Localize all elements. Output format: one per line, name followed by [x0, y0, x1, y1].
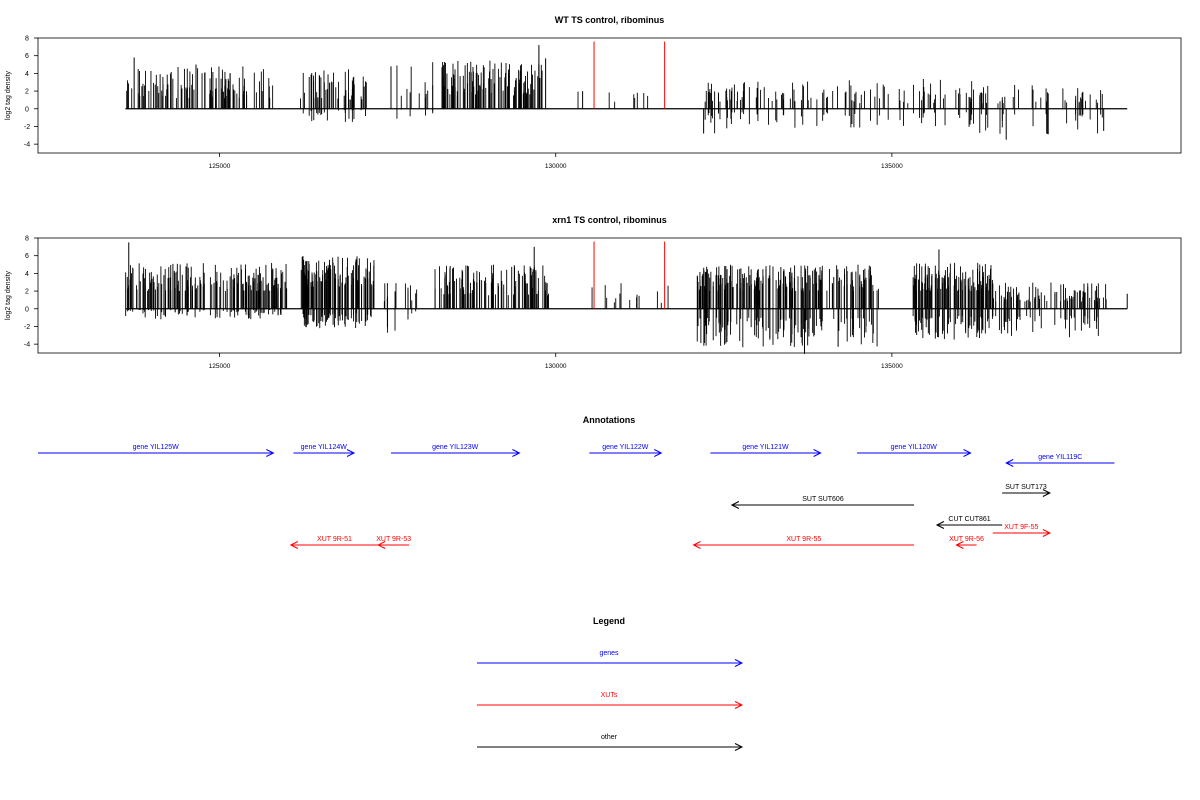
annotation-arrow-head [935, 521, 945, 529]
annotation-label: SUT SUT606 [802, 496, 844, 503]
annotation-arrow-head [346, 449, 356, 457]
annotation-arrow-head [963, 449, 972, 457]
annotation-label: gene YIL124W [301, 444, 348, 451]
y-tick-label: 2 [25, 289, 29, 296]
annotation-arrow-head [813, 449, 822, 457]
annotation-label: gene YIL123W [432, 444, 479, 451]
annotation-arrow-head [289, 541, 299, 549]
wt-density-panel: WT TS control, ribominus log2 tag density… [5, 15, 1182, 170]
plot-frame [37, 37, 1182, 154]
annotation-arrow-head [692, 541, 701, 549]
x-tick-label: 130000 [545, 163, 567, 170]
annotation-label: CUT CUT861 [948, 516, 990, 523]
y-tick-label: 0 [25, 106, 29, 113]
y-tick-label: 6 [25, 53, 29, 60]
annotation-arrow-head [1005, 459, 1014, 467]
x-tick-label: 130000 [545, 363, 567, 370]
annotation-arrow-head [955, 541, 964, 549]
annotations-panel: Annotations gene YIL125W gene YIL124W gene … [38, 415, 1115, 549]
y-tick-label: -2 [24, 124, 30, 131]
annotation-arrow-head [730, 501, 740, 509]
y-axis-label: log2 tag density [5, 270, 12, 320]
y-tick-label: -2 [24, 324, 30, 331]
legend-title: Legend [593, 616, 625, 626]
annotation-arrow-head [512, 449, 521, 457]
legend-arrow-head [734, 743, 744, 751]
y-tick-label: 8 [25, 36, 29, 43]
plot-frame [37, 237, 1182, 354]
annotation-label: SUT SUT173 [1005, 484, 1047, 491]
annotation-label: XUT 9R-51 [317, 536, 352, 543]
x-tick-label: 125000 [209, 363, 231, 370]
x-tick-label: 135000 [881, 363, 903, 370]
y-tick-label: 6 [25, 253, 29, 260]
y-tick-label: 0 [25, 306, 29, 313]
annotation-label: gene YIL125W [133, 444, 180, 451]
annotation-arrow-head [1042, 489, 1052, 497]
annotations-title: Annotations [583, 415, 636, 425]
legend-arrow-head [734, 701, 744, 709]
annotation-arrow-head [266, 449, 275, 457]
x-tick-label: 135000 [881, 163, 903, 170]
y-tick-label: 4 [25, 71, 29, 78]
y-tick-label: -4 [24, 342, 30, 349]
y-axis-label: log2 tag density [5, 70, 12, 120]
annotation-arrow-head [1042, 529, 1052, 537]
x-tick-label: 125000 [209, 163, 231, 170]
annotation-label: XUT 9F-55 [1004, 524, 1038, 531]
legend-arrow-head [734, 659, 744, 667]
annotation-label: XUT 9R-53 [376, 536, 411, 543]
annotation-arrow-head [377, 541, 386, 549]
y-tick-label: 4 [25, 271, 29, 278]
annotation-arrow-head [654, 449, 663, 457]
xrn1-density-panel: xrn1 TS control, ribominus log2 tag densi… [5, 215, 1182, 370]
panel-title: WT TS control, ribominus [555, 15, 665, 25]
annotation-label: gene YIL119C [1038, 454, 1082, 461]
annotation-label: gene YIL122W [602, 444, 649, 451]
legend-label: genes [599, 650, 619, 657]
annotation-label: gene YIL121W [742, 444, 789, 451]
y-tick-label: 2 [25, 89, 29, 96]
y-tick-label: 8 [25, 236, 29, 243]
annotation-label: gene YIL120W [891, 444, 938, 451]
panel-title: xrn1 TS control, ribominus [552, 215, 667, 225]
annotation-label: XUT 9R-55 [786, 536, 821, 543]
annotation-label: XUT 9R-56 [949, 536, 984, 543]
legend-panel: Legend genes XUTs other [477, 616, 744, 751]
legend-label: other [601, 734, 618, 741]
legend-label: XUTs [601, 692, 618, 699]
y-tick-label: -4 [24, 142, 30, 149]
